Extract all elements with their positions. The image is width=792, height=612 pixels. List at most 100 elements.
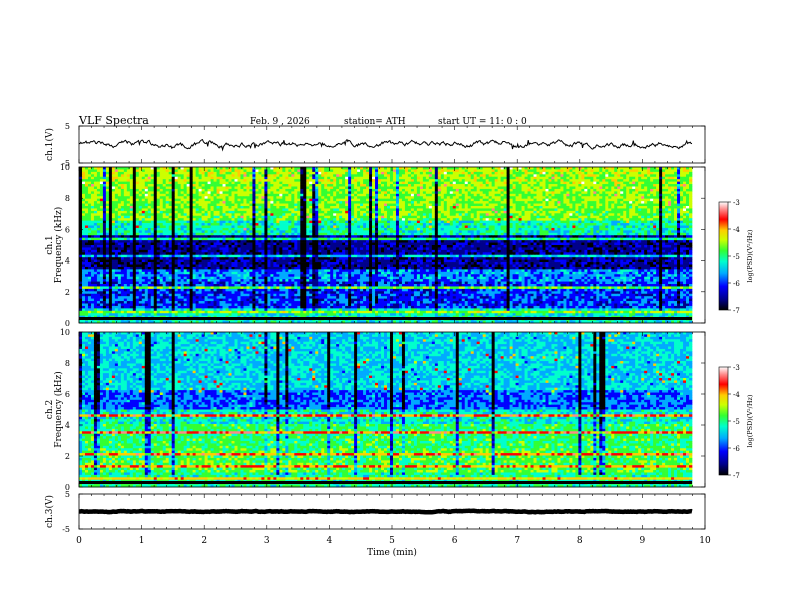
spectrogram-cell: [677, 169, 680, 172]
spectrogram-cell: [229, 169, 232, 172]
spectrogram-cell: [683, 167, 686, 170]
spectrogram-cell: [360, 172, 363, 175]
spectrogram-cell: [109, 167, 112, 170]
spectrogram-cell: [124, 172, 127, 175]
spectrogram-cell: [480, 184, 483, 187]
spectrogram-cell: [581, 179, 584, 182]
spectrogram-cell: [572, 167, 575, 170]
spectrogram-cell: [680, 179, 683, 182]
spectrogram-cell: [217, 184, 220, 187]
spectrogram-cell: [375, 182, 378, 185]
spectrogram-cell: [240, 172, 243, 175]
spectrogram-cell: [444, 167, 447, 170]
spectrogram-cell: [240, 167, 243, 170]
spectrogram-cell: [635, 184, 638, 187]
spectrogram-cell: [438, 174, 441, 177]
spectrogram-cell: [551, 187, 554, 190]
spectrogram-cell: [671, 167, 674, 170]
spectrogram-cell: [229, 172, 232, 175]
spectrogram-cell: [369, 182, 372, 185]
spectrogram-cell: [211, 172, 214, 175]
spectrogram-cell: [366, 179, 369, 182]
spectrogram-cell: [408, 167, 411, 170]
spectrogram-cell: [372, 179, 375, 182]
spectrogram-cell: [584, 169, 587, 172]
spectrogram-cell: [462, 177, 465, 180]
spectrogram-cell: [166, 174, 169, 177]
spectrogram-cell: [462, 182, 465, 185]
spectrogram-cell: [363, 169, 366, 172]
spectrogram-cell: [196, 172, 199, 175]
spectrogram-cell: [453, 187, 456, 190]
spectrogram-cell: [82, 179, 85, 182]
spectrogram-cell: [240, 184, 243, 187]
spectrogram-cell: [333, 177, 336, 180]
spectrogram-cell: [438, 169, 441, 172]
spectrogram-cell: [608, 177, 611, 180]
spectrogram-cell: [133, 174, 136, 177]
spectrogram-cell: [279, 184, 282, 187]
spectrogram-cell: [396, 167, 399, 170]
spectrogram-cell: [163, 177, 166, 180]
spectrogram-cell: [417, 187, 420, 190]
spectrogram-cell: [453, 182, 456, 185]
spectrogram-cell: [665, 174, 668, 177]
spectrogram-cell: [545, 167, 548, 170]
spectrogram-cell: [282, 169, 285, 172]
spectrogram-cell: [540, 184, 543, 187]
spectrogram-cell: [480, 177, 483, 180]
spectrogram-cell: [270, 187, 273, 190]
spectrogram-cell: [393, 177, 396, 180]
spectrogram-cell: [465, 172, 468, 175]
spectrogram-cell: [243, 167, 246, 170]
spectrogram-cell: [551, 169, 554, 172]
spectrogram-cell: [492, 169, 495, 172]
spectrogram-cell: [534, 184, 537, 187]
spectrogram-cell: [115, 187, 118, 190]
spectrogram-cell: [163, 167, 166, 170]
spectrogram-cell: [596, 174, 599, 177]
spectrogram-cell: [557, 174, 560, 177]
spectrogram-cell: [220, 184, 223, 187]
spectrogram-cell: [154, 172, 157, 175]
spectrogram-cell: [348, 172, 351, 175]
spectrogram-cell: [205, 169, 208, 172]
spectrogram-cell: [498, 187, 501, 190]
spectrogram-cell: [142, 182, 145, 185]
spectrogram-cell: [246, 177, 249, 180]
spectrogram-cell: [249, 182, 252, 185]
spectrogram-cell: [276, 174, 279, 177]
spectrogram-cell: [486, 174, 489, 177]
spectrogram-cell: [276, 177, 279, 180]
spectrogram-cell: [234, 179, 237, 182]
spectrogram-cell: [578, 184, 581, 187]
spectrogram-cell: [187, 179, 190, 182]
spectrogram-cell: [312, 172, 315, 175]
spectrogram-cell: [127, 182, 130, 185]
spectrogram-cell: [88, 187, 91, 190]
spectrogram-cell: [626, 169, 629, 172]
spectrogram-cell: [581, 174, 584, 177]
spectrogram-cell: [211, 167, 214, 170]
spectrogram-cell: [614, 169, 617, 172]
spectrogram-cell: [599, 179, 602, 182]
spectrogram-cell: [602, 184, 605, 187]
spectrogram-cell: [629, 172, 632, 175]
spectrogram-cell: [294, 172, 297, 175]
spectrogram-cell: [252, 174, 255, 177]
spectrogram-cell: [417, 172, 420, 175]
spectrogram-cell: [444, 179, 447, 182]
spectrogram-cell: [169, 177, 172, 180]
spectrogram-cell: [172, 167, 175, 170]
spectrogram-cell: [405, 182, 408, 185]
spectrogram-cell: [447, 177, 450, 180]
spectrogram-cell: [234, 187, 237, 190]
spectrogram-cell: [581, 182, 584, 185]
spectrogram-cell: [312, 184, 315, 187]
spectrogram-cell: [617, 169, 620, 172]
spectrogram-cell: [151, 172, 154, 175]
spectrogram-cell: [261, 184, 264, 187]
spectrogram-cell: [130, 182, 133, 185]
spectrogram-cell: [309, 182, 312, 185]
spectrogram-cell: [348, 184, 351, 187]
